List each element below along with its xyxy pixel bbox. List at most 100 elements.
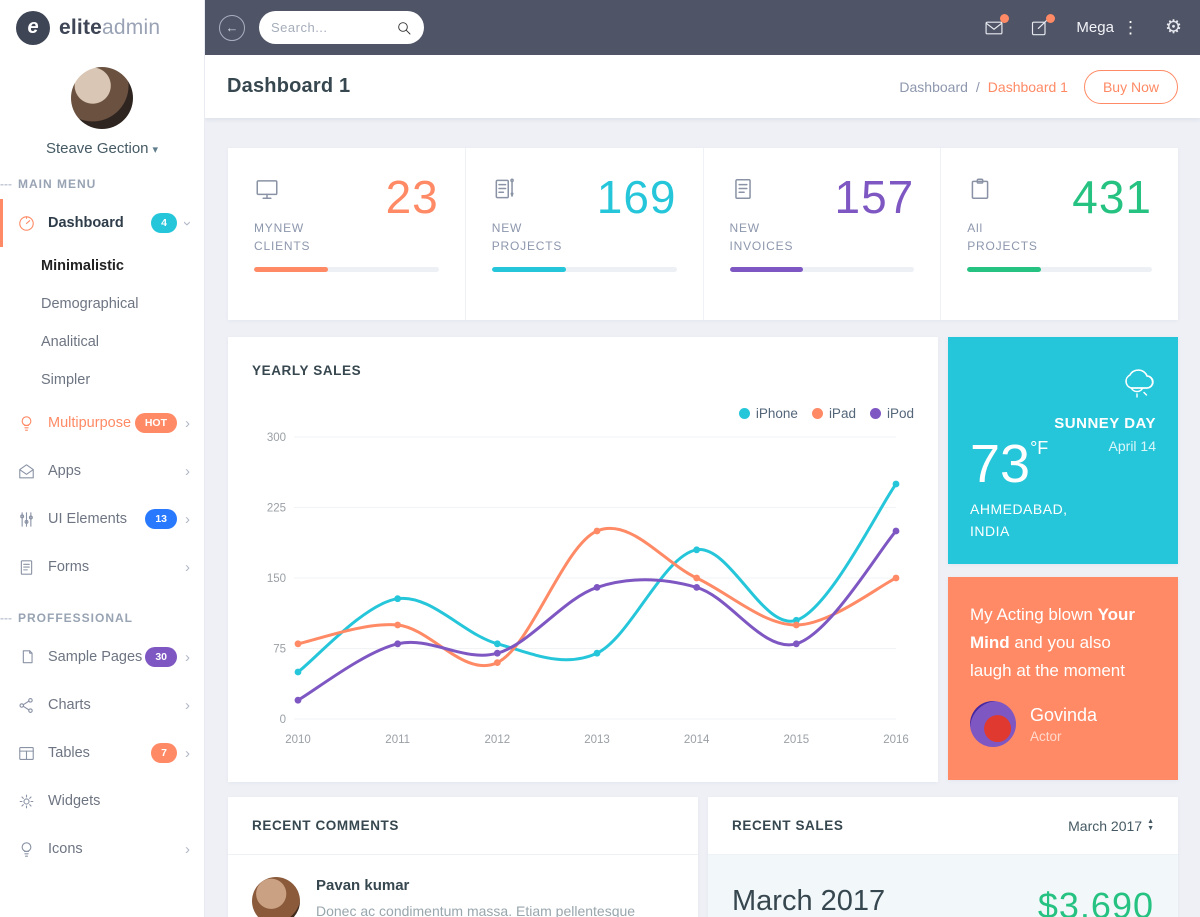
badge: HOT — [134, 413, 177, 433]
sidebar-item-forms[interactable]: Forms › — [0, 543, 204, 591]
select-arrows-icon: ▲ ▼ — [1147, 818, 1154, 832]
topbar: ← Mega⋮ ⚙ — [205, 0, 1200, 55]
chevron-right-icon: › — [185, 462, 190, 480]
stat-progress — [491, 267, 677, 272]
quote-author-avatar — [970, 701, 1016, 748]
chart-title: YEARLY SALES — [252, 363, 362, 378]
commenter-name: Pavan kumar — [316, 877, 410, 894]
sidebar-subitem-minimalistic[interactable]: Minimalistic — [41, 258, 124, 274]
stat-progress — [967, 267, 1152, 272]
chevron-right-icon: › — [185, 414, 190, 432]
chevron-right-icon: › — [185, 558, 190, 576]
stat-value: 431 — [1072, 171, 1152, 223]
chevron-right-icon: › — [185, 840, 190, 858]
recent-sales-panel: RECENT SALES March 2017 ▲ ▼ March 2017 $3… — [708, 797, 1178, 917]
weather-location: AHMEDABAD, INDIA — [970, 501, 1068, 539]
stat-card-mynew-clients: 23 MYNEW CLIENTS — [228, 148, 465, 320]
badge: 30 — [145, 647, 177, 667]
sidebar-subitem-simpler[interactable]: Simpler — [41, 372, 91, 388]
nav-section-label: --- PROFFESSIONAL — [0, 611, 134, 625]
user-name-dropdown[interactable]: Steave Gection ▾ — [45, 140, 159, 157]
breadcrumb-link-dashboard[interactable]: Dashboard — [899, 78, 968, 95]
search-box — [259, 11, 424, 44]
ui-elements-icon — [16, 509, 36, 529]
page-title: Dashboard 1 — [227, 75, 351, 97]
svg-text:150: 150 — [267, 573, 286, 585]
svg-text:2014: 2014 — [684, 734, 710, 746]
sidebar-item-icons[interactable]: Icons › — [0, 825, 204, 873]
stat-value: 169 — [596, 171, 677, 223]
sidebar-nav: --- MAIN MENU Dashboard 4 › Minimalistic Demog… — [0, 177, 204, 873]
sales-month-select[interactable]: March 2017 ▲ ▼ — [1068, 817, 1154, 834]
stats-panel: 23 MYNEW CLIENTS 169 NEW PROJECTS 157 NEW INVOIC… — [228, 148, 1178, 320]
nav-section-label: --- MAIN MENU — [0, 177, 97, 191]
weather-widget: SUNNEY DAY April 14 73°F AHMEDABAD, INDIA — [948, 337, 1178, 564]
recent-comments-title: RECENT COMMENTS — [252, 818, 399, 833]
settings-button[interactable]: ⚙ — [1165, 16, 1182, 39]
sidebar-item-widgets[interactable]: Widgets — [0, 777, 204, 825]
stat-value: 23 — [385, 171, 439, 223]
weather-condition: SUNNEY DAY — [1054, 415, 1156, 432]
svg-text:2015: 2015 — [784, 734, 810, 746]
search-input[interactable] — [271, 20, 388, 35]
charts-icon — [16, 695, 36, 715]
user-avatar[interactable] — [71, 67, 133, 129]
quote-card: My Acting blown Your Mind and you also l… — [948, 577, 1178, 780]
sidebar-item-sample-pages[interactable]: Sample Pages 30 › — [0, 633, 204, 681]
svg-text:2013: 2013 — [584, 734, 610, 746]
notification-dot — [1046, 13, 1056, 23]
sidebar-item-dashboard[interactable]: Dashboard 4 › — [0, 199, 204, 247]
compose-button[interactable] — [1030, 13, 1056, 38]
chevron-right-icon: › — [185, 744, 190, 762]
sidebar-item-tables[interactable]: Tables 7 › — [0, 729, 204, 777]
badge: 4 — [151, 213, 177, 233]
cloud-sun-icon — [1125, 369, 1154, 398]
stat-card-new-invoices: 157 NEW INVOICES — [702, 148, 941, 320]
breadcrumb: Dashboard / Dashboard 1 — [899, 79, 1068, 95]
comment-list-item[interactable]: Pavan kumar Donec ac condimentum massa. … — [228, 855, 698, 917]
chevron-right-icon: › — [185, 648, 190, 666]
sales-period: March 2017 — [732, 885, 886, 917]
apps-icon — [16, 461, 36, 481]
commenter-avatar — [252, 877, 300, 917]
mail-icon — [985, 21, 1003, 34]
stat-progress — [729, 267, 915, 272]
quote-text: My Acting blown Your Mind and you also l… — [970, 605, 1136, 681]
svg-text:2010: 2010 — [285, 734, 311, 746]
clipboard-icon — [967, 178, 993, 206]
stat-card-new-projects: 169 NEW PROJECTS — [464, 148, 703, 320]
search-icon[interactable] — [396, 20, 412, 36]
compose-icon — [1032, 19, 1049, 35]
stat-label: All PROJECTS — [967, 221, 1038, 253]
tables-icon — [16, 743, 36, 763]
svg-text:225: 225 — [267, 503, 286, 515]
gear-icon: ⚙ — [1164, 17, 1182, 38]
breadcrumb-separator: / — [975, 78, 980, 95]
legend-item-ipad: iPad — [811, 406, 856, 421]
sidebar-collapse-button[interactable]: ← — [219, 14, 245, 41]
notification-dot — [1000, 13, 1010, 23]
weather-temperature: 73°F — [970, 434, 1049, 494]
svg-text:0: 0 — [280, 714, 286, 726]
stat-label: NEW PROJECTS — [491, 221, 563, 253]
quote-author-name: Govinda — [1030, 704, 1098, 725]
sidebar-subitem-demographical[interactable]: Demographical — [41, 296, 139, 312]
sidebar-item-ui-elements[interactable]: UI Elements 13 › — [0, 495, 204, 543]
user-profile: Steave Gection ▾ — [0, 55, 204, 157]
messages-button[interactable] — [984, 13, 1010, 38]
sidebar-item-multipurpose[interactable]: Multipurpose HOT › — [0, 399, 204, 447]
sales-amount: $3,690 — [1037, 885, 1154, 917]
main-content: 23 MYNEW CLIENTS 169 NEW PROJECTS 157 NEW INVOIC… — [205, 118, 1200, 917]
sidebar-subitem-analitical[interactable]: Analitical — [41, 334, 100, 350]
svg-text:2012: 2012 — [485, 734, 511, 746]
sidebar-item-apps[interactable]: Apps › — [0, 447, 204, 495]
caret-down-icon: ▾ — [152, 144, 159, 156]
yearly-sales-panel: YEARLY SALES iPhone iPad iPod 0 75 150 225 300… — [228, 337, 938, 782]
brand-logo[interactable]: e eliteadmin — [0, 0, 204, 55]
chevron-down-icon: › — [179, 220, 196, 226]
page-header: Dashboard 1 Dashboard / Dashboard 1 Buy … — [205, 55, 1200, 118]
sidebar-item-charts[interactable]: Charts › — [0, 681, 204, 729]
legend-item-iphone: iPhone — [738, 406, 798, 421]
mega-menu-button[interactable]: Mega ⋮ — [1076, 17, 1139, 37]
buy-now-button[interactable]: Buy Now — [1083, 69, 1178, 104]
